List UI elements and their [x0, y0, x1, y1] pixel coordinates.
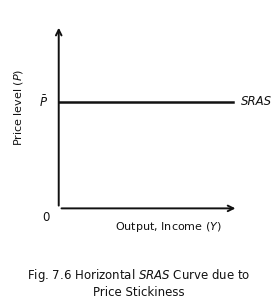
Text: SRAS: SRAS	[241, 95, 272, 108]
Text: 0: 0	[43, 211, 50, 224]
Text: Output, Income ($\it{Y}$): Output, Income ($\it{Y}$)	[115, 220, 222, 233]
Text: $\bar{P}$: $\bar{P}$	[39, 94, 48, 110]
Text: Price level ($\it{P}$): Price level ($\it{P}$)	[12, 69, 25, 146]
Text: Fig. 7.6 Horizontal $\it{SRAS}$ Curve due to
Price Stickiness: Fig. 7.6 Horizontal $\it{SRAS}$ Curve du…	[27, 267, 250, 299]
